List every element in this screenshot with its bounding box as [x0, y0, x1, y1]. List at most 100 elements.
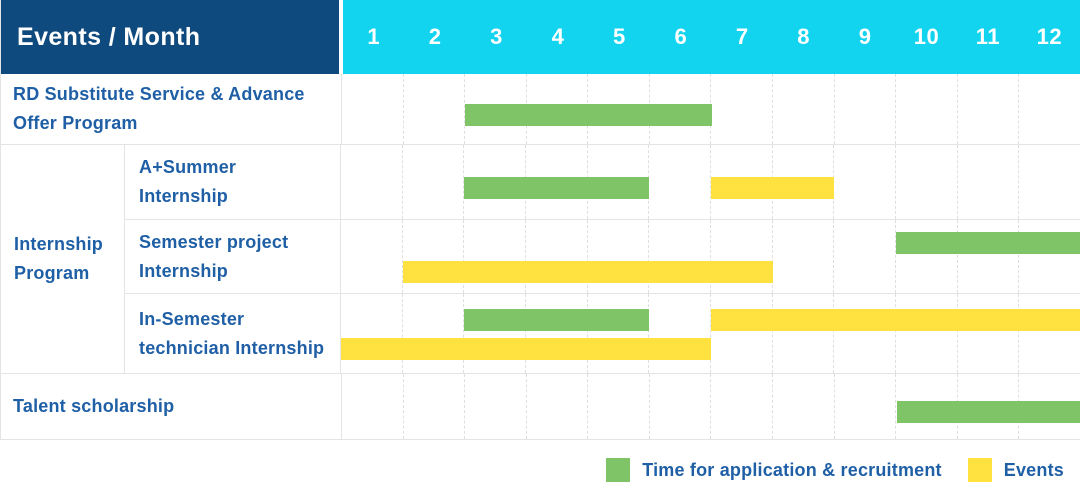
grid-cell-month-3 [464, 374, 526, 439]
legend-swatch-yellow [967, 458, 992, 482]
grid-cell-month-10 [895, 74, 957, 144]
bar-application-recruitment [464, 309, 650, 331]
grid-cell-month-2 [401, 294, 464, 373]
row-timeline [340, 145, 1080, 219]
grid-cell-month-9 [833, 74, 896, 144]
table-row: In-Semester technician Internship [125, 294, 1080, 374]
row-label: Semester project Internship [139, 231, 289, 281]
grid-cell-month-2 [401, 220, 464, 293]
bar-application-recruitment [465, 104, 712, 126]
internship-program-group: Internship Program A+Summer Internship Sem… [1, 145, 1080, 374]
grid-cell-month-2 [402, 74, 465, 144]
grid-cell-month-11 [956, 220, 1019, 293]
grid-cell-month-2 [402, 374, 465, 439]
header-title: Events / Month [17, 22, 201, 51]
row-label-cell: RD Substitute Service & Advance Offer Pr… [1, 74, 341, 144]
grid-cell-month-4 [525, 374, 588, 439]
month-label-9: 9 [858, 24, 872, 49]
bar-application-recruitment [896, 232, 1080, 254]
grid-cell-month-3 [464, 74, 526, 144]
grid-cell-month-8 [772, 374, 834, 439]
grid-cell-month-10 [895, 294, 957, 373]
month-label-8: 8 [797, 24, 811, 49]
grid-cell-month-11 [956, 294, 1019, 373]
row-label: Talent scholarship [13, 396, 175, 416]
table-row: RD Substitute Service & Advance Offer Pr… [1, 74, 1080, 145]
grid-cell-month-8 [772, 74, 834, 144]
legend-label: Events [1003, 459, 1064, 480]
legend-item-events: Events [967, 458, 1064, 482]
grid-cell-month-12 [1018, 294, 1080, 373]
grid-cell-month-3 [463, 294, 525, 373]
grid-cell-month-6 [648, 374, 711, 439]
grid-cell-month-3 [463, 145, 525, 219]
grid-cell-month-6 [648, 220, 710, 293]
month-label-5: 5 [613, 24, 626, 49]
group-rows: A+Summer Internship Semester project Inte… [125, 145, 1080, 374]
grid-cell-month-1 [341, 220, 402, 293]
table-body: RD Substitute Service & Advance Offer Pr… [1, 74, 1080, 440]
grid-cell-month-1 [342, 374, 403, 439]
month-label-6: 6 [674, 24, 688, 49]
grid-cell-month-5 [586, 294, 649, 373]
table-header-row: Events / Month 1 2 3 4 5 6 7 8 9 10 11 12 [1, 0, 1080, 74]
bar-application-recruitment [897, 401, 1080, 423]
grid-cell-month-7 [710, 220, 772, 293]
events-month-table: Events / Month 1 2 3 4 5 6 7 8 9 10 11 12 RD Substi… [0, 0, 1080, 440]
month-label-4: 4 [551, 24, 565, 49]
grid-cell-month-9 [833, 145, 895, 219]
grid-cell-month-12 [1018, 220, 1080, 293]
row-label: RD Substitute Service & Advance Offer Pr… [13, 84, 305, 133]
bar-application-recruitment [464, 177, 650, 199]
bar-events [711, 177, 835, 199]
month-label-7: 7 [735, 24, 749, 49]
grid-cell-month-1 [341, 145, 402, 219]
row-label-cell: Talent scholarship [1, 374, 341, 439]
month-label-12: 12 [1036, 24, 1063, 49]
legend: Time for application & recruitment Events [0, 440, 1080, 494]
group-label-text: Internship Program [14, 234, 104, 283]
month-label-10: 10 [913, 24, 940, 49]
legend-item-application: Time for application & recruitment [606, 458, 942, 482]
row-label-cell: A+Summer Internship [125, 145, 340, 219]
row-label: In-Semester technician Internship [139, 308, 325, 358]
grid-cell-month-7 [710, 374, 772, 439]
row-timeline [341, 374, 1080, 439]
grid-cell-month-11 [956, 145, 1019, 219]
legend-swatch-green [606, 458, 631, 482]
month-label-3: 3 [490, 24, 503, 49]
row-label-cell: In-Semester technician Internship [125, 294, 340, 373]
grid-cell-month-5 [586, 220, 649, 293]
bar-events [711, 309, 1080, 331]
bar-events [341, 338, 711, 360]
grid-cell-month-6 [648, 294, 710, 373]
grid-cell-month-7 [710, 145, 772, 219]
grid-cell-month-10 [895, 220, 957, 293]
row-timeline [340, 294, 1080, 373]
grid-cell-month-8 [771, 220, 834, 293]
grid-cell-month-1 [342, 74, 403, 144]
grid-cell-month-4 [525, 220, 587, 293]
table-row: Semester project Internship [125, 220, 1080, 294]
grid-cell-month-1 [341, 294, 402, 373]
table-row: A+Summer Internship [125, 145, 1080, 220]
grid-cell-month-12 [1018, 145, 1080, 219]
month-label-2: 2 [428, 24, 442, 49]
row-label-cell: Semester project Internship [125, 220, 340, 293]
grid-cell-month-7 [710, 74, 772, 144]
grid-cell-month-11 [956, 74, 1019, 144]
table-row: Talent scholarship [1, 374, 1080, 440]
grid-cell-month-5 [587, 374, 649, 439]
grid-cell-month-6 [648, 145, 710, 219]
grid-cell-month-2 [401, 145, 464, 219]
header-title-cell: Events / Month [1, 0, 339, 74]
grid-cell-month-3 [463, 220, 525, 293]
grid-cell-month-9 [833, 220, 895, 293]
grid-cell-month-10 [895, 374, 957, 439]
month-header: 1 2 3 4 5 6 7 8 9 10 11 12 [343, 0, 1080, 74]
month-label-11: 11 [975, 24, 1001, 49]
grid-cell-month-12 [1018, 74, 1080, 144]
grid-cell-month-4 [525, 294, 587, 373]
grid-cell-month-10 [895, 145, 957, 219]
